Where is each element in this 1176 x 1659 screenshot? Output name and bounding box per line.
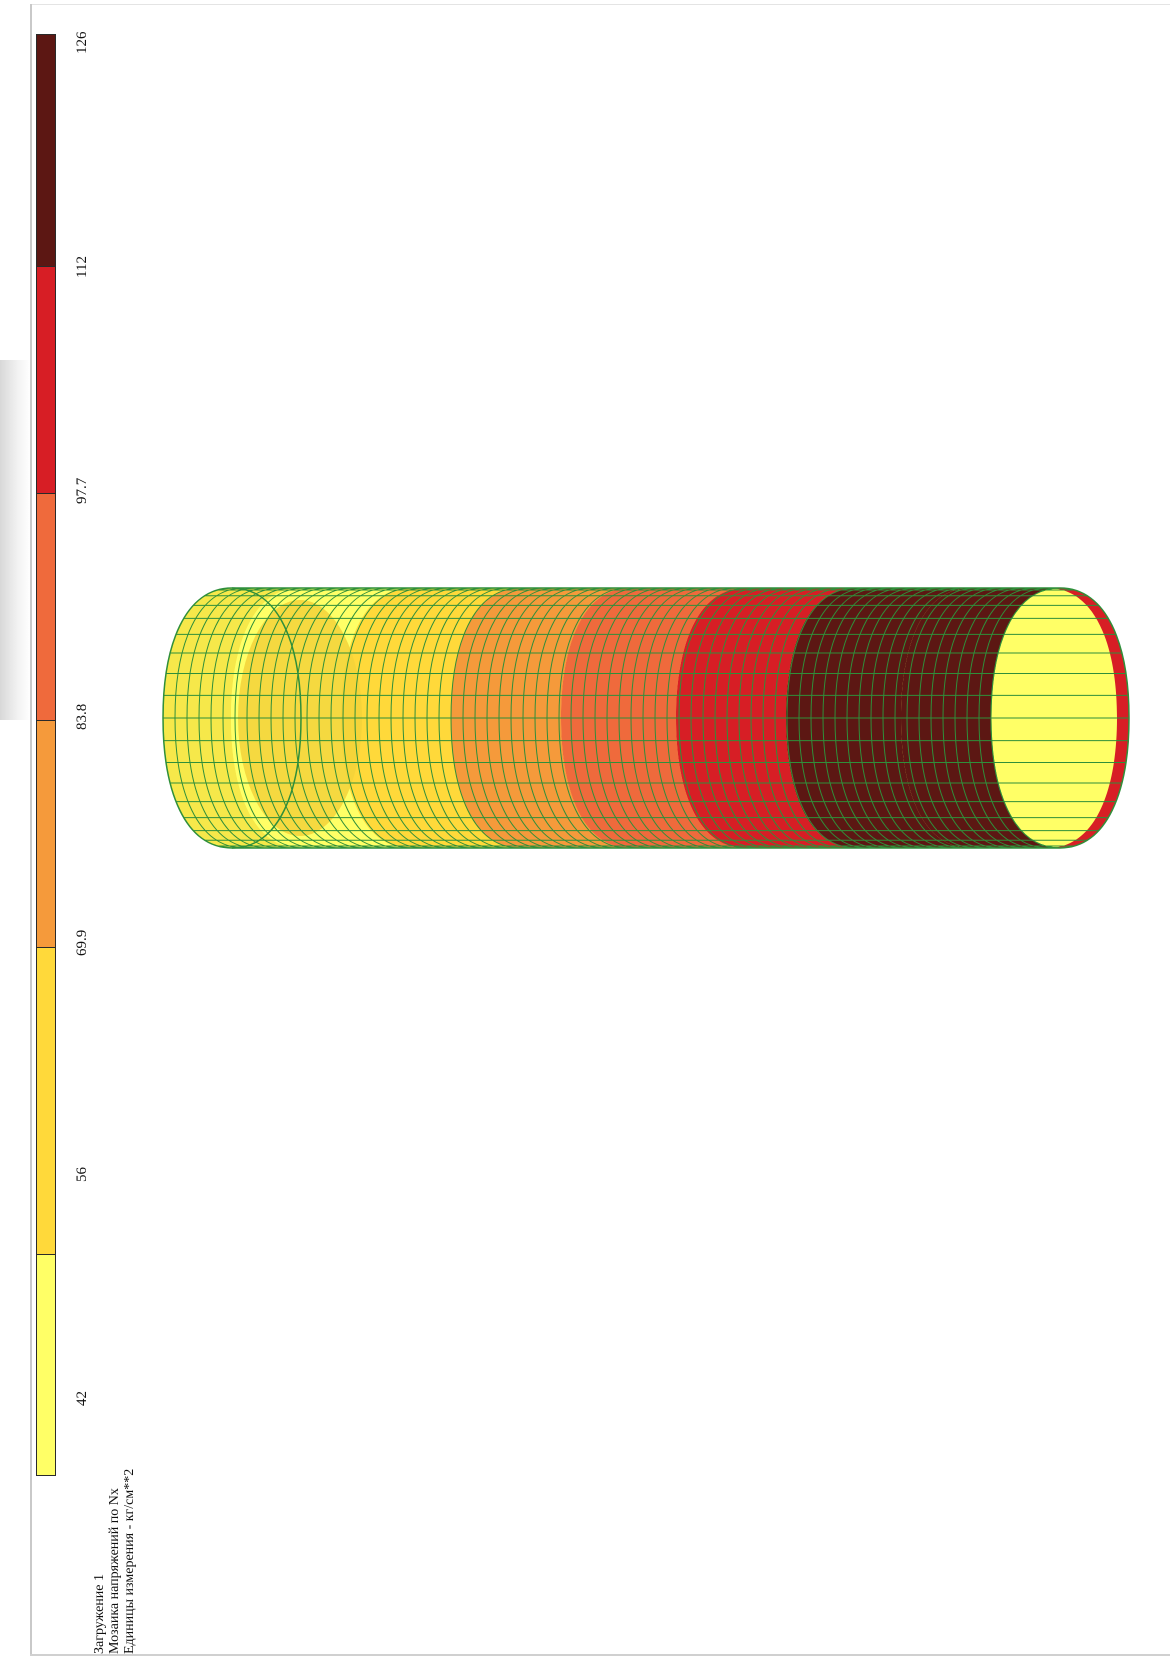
mesh-circumferential-line [426, 588, 497, 848]
mesh-circumferential-line [510, 588, 581, 848]
mesh-circumferential-line [378, 588, 449, 848]
mesh-circumferential-line [342, 588, 413, 848]
mesh-circumferential-line [366, 588, 437, 848]
mesh-circumferential-line [846, 588, 917, 848]
mesh-circumferential-line [570, 588, 641, 848]
mesh-circumferential-line [666, 588, 737, 848]
mesh-circumferential-line [798, 588, 869, 848]
left-end-edge [231, 587, 302, 849]
mesh-circumferential-line [414, 588, 485, 848]
mesh-circumferential-line [834, 588, 905, 848]
mesh-circumferential-line [534, 588, 605, 848]
legend-band-112-126 [36, 34, 56, 267]
mesh-circumferential-line [402, 588, 473, 848]
mesh-circumferential-line [714, 588, 785, 848]
mesh-circumferential-line [618, 588, 689, 848]
mesh-circumferential-line [594, 588, 665, 848]
mesh-circumferential-line [270, 588, 341, 848]
mesh-circumferential-line [582, 588, 653, 848]
mesh-circumferential-line [306, 588, 377, 848]
mesh-circumferential-line [450, 588, 521, 848]
mesh-circumferential-line [750, 588, 821, 848]
mesh-circumferential-line [942, 588, 1013, 848]
mesh-circumferential-line [918, 588, 989, 848]
mesh-circumferential-line [930, 588, 1001, 848]
mesh-circumferential-line [738, 588, 809, 848]
mesh-circumferential-line [522, 588, 593, 848]
mesh-circumferential-line [282, 588, 353, 848]
mesh-circumferential-line [222, 588, 293, 848]
mesh-circumferential-line [654, 588, 725, 848]
mesh-circumferential-line [822, 588, 893, 848]
mesh-circumferential-line [882, 588, 953, 848]
mesh-circumferential-line [774, 588, 845, 848]
scan-shadow [0, 360, 30, 720]
mesh-circumferential-line [198, 588, 269, 848]
mesh-circumferential-line [498, 588, 569, 848]
mesh-circumferential-line [786, 588, 857, 848]
mesh-circumferential-line [978, 588, 1049, 848]
mesh-circumferential-line [234, 588, 305, 848]
mesh-circumferential-line [906, 588, 977, 848]
mesh-circumferential-line [258, 588, 329, 848]
mesh-circumferential-line [354, 588, 425, 848]
mesh-circumferential-line [858, 588, 929, 848]
frame-bottom-border [30, 1654, 1170, 1656]
mesh-circumferential-line [702, 588, 773, 848]
mesh-circumferential-line [630, 588, 701, 848]
frame-left-border [30, 4, 32, 1656]
mesh-circumferential-line [690, 588, 761, 848]
mesh-circumferential-line [186, 588, 257, 848]
mesh-circumferential-line [966, 588, 1037, 848]
mesh-circumferential-line [486, 588, 557, 848]
mesh-circumferential-line [210, 588, 281, 848]
mesh-circumferential-line [462, 588, 533, 848]
mesh-circumferential-line [330, 588, 401, 848]
mesh-circumferential-line [810, 588, 881, 848]
mesh-circumferential-line [174, 588, 245, 848]
mesh-circumferential-line [390, 588, 461, 848]
mesh-circumferential-line [726, 588, 797, 848]
mesh-circumferential-line [294, 588, 365, 848]
mesh-circumferential-line [870, 588, 941, 848]
right-end-edge [990, 587, 1061, 849]
frame-top-border [30, 4, 1170, 5]
mesh-circumferential-line [642, 588, 713, 848]
mesh-circumferential-line [606, 588, 677, 848]
mesh-circumferential-line [558, 588, 629, 848]
mesh-circumferential-line [954, 588, 1025, 848]
color-scale-legend [36, 34, 56, 1476]
mesh-circumferential-line [678, 588, 749, 848]
mesh-circumferential-line [438, 588, 509, 848]
mesh-circumferential-line [246, 588, 317, 848]
mesh-circumferential-line [546, 588, 617, 848]
mesh-circumferential-line [894, 588, 965, 848]
mesh-circumferential-line [318, 588, 389, 848]
mesh-circumferential-line [762, 588, 833, 848]
mesh-circumferential-line [474, 588, 545, 848]
